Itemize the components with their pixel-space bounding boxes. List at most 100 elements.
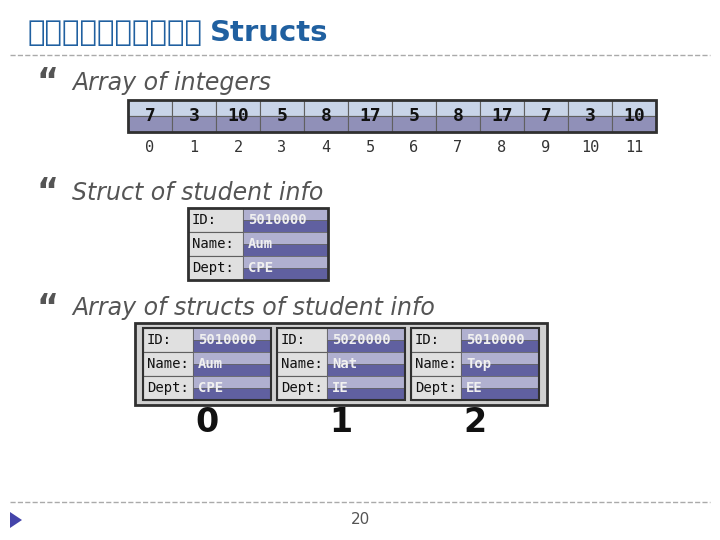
Bar [193, 388, 271, 400]
Text: Name:: Name: [147, 357, 189, 371]
Bar [128, 116, 172, 132]
Text: 4: 4 [321, 140, 330, 156]
Text: EE: EE [466, 381, 482, 395]
Bar [216, 100, 260, 116]
Bar [411, 328, 539, 400]
Bar [568, 116, 612, 132]
Bar [216, 116, 260, 132]
Text: CPE: CPE [198, 381, 223, 395]
Text: 5020000: 5020000 [332, 333, 391, 347]
Bar [188, 232, 243, 256]
Bar [260, 116, 304, 132]
Bar [461, 388, 539, 400]
Text: 5: 5 [366, 140, 374, 156]
Bar [172, 100, 216, 116]
Bar [612, 116, 656, 132]
Text: “: “ [36, 292, 58, 325]
Bar [327, 340, 405, 352]
Text: 10: 10 [581, 140, 599, 156]
Text: 5010000: 5010000 [198, 333, 256, 347]
Text: Name:: Name: [415, 357, 457, 371]
Bar [304, 116, 348, 132]
Text: Nat: Nat [332, 357, 357, 371]
Bar [277, 328, 405, 400]
Text: Dept:: Dept: [147, 381, 189, 395]
Bar [172, 116, 216, 132]
Bar [348, 100, 392, 116]
Bar [348, 116, 392, 132]
Text: 8: 8 [498, 140, 507, 156]
Text: Aum: Aum [198, 357, 223, 371]
Text: ID:: ID: [147, 333, 172, 347]
Text: “: “ [36, 66, 58, 99]
Text: Array of integers: Array of integers [72, 71, 271, 95]
Bar [277, 376, 327, 400]
Text: Name:: Name: [281, 357, 323, 371]
Bar [327, 376, 405, 388]
Bar [392, 116, 436, 132]
Text: 20: 20 [351, 512, 369, 528]
Text: 3: 3 [189, 107, 199, 125]
Bar [188, 208, 243, 232]
Text: Structs: Structs [210, 19, 328, 47]
Text: 9: 9 [541, 140, 551, 156]
Text: 2: 2 [233, 140, 243, 156]
Text: Name:: Name: [192, 237, 234, 251]
Bar [461, 328, 539, 340]
Text: “: “ [36, 177, 58, 210]
Text: 5010000: 5010000 [248, 213, 307, 227]
Bar [188, 208, 328, 280]
Bar [243, 208, 328, 220]
Bar [304, 100, 348, 116]
Text: ID:: ID: [192, 213, 217, 227]
Bar [193, 364, 271, 376]
Text: 7: 7 [454, 140, 462, 156]
Bar [327, 352, 405, 364]
Text: 2: 2 [464, 406, 487, 438]
Text: Dept:: Dept: [192, 261, 234, 275]
Bar [524, 100, 568, 116]
Text: 0: 0 [195, 406, 219, 438]
Bar [411, 352, 461, 376]
Bar [327, 388, 405, 400]
Text: 8: 8 [453, 107, 464, 125]
Text: 7: 7 [541, 107, 552, 125]
Bar [143, 328, 193, 352]
Bar [188, 256, 243, 280]
Bar [243, 220, 328, 232]
Bar [436, 116, 480, 132]
Text: 11: 11 [625, 140, 643, 156]
Bar [143, 352, 193, 376]
Bar [524, 116, 568, 132]
Text: 5: 5 [276, 107, 287, 125]
Bar [480, 100, 524, 116]
Text: IE: IE [332, 381, 348, 395]
Bar [277, 352, 327, 376]
Bar [143, 376, 193, 400]
Bar [327, 328, 405, 340]
Bar [461, 352, 539, 364]
Text: 5: 5 [408, 107, 420, 125]
Bar [411, 376, 461, 400]
Bar [461, 376, 539, 388]
Bar [461, 364, 539, 376]
Text: Dept:: Dept: [281, 381, 323, 395]
Text: Top: Top [466, 357, 491, 371]
Text: 8: 8 [320, 107, 331, 125]
Text: Dept:: Dept: [415, 381, 457, 395]
Text: 17: 17 [491, 107, 513, 125]
Bar [461, 340, 539, 352]
Bar [243, 232, 328, 244]
Text: 10: 10 [227, 107, 249, 125]
Text: 3: 3 [277, 140, 287, 156]
Bar [411, 328, 461, 352]
Bar [243, 256, 328, 268]
Text: 1: 1 [330, 406, 353, 438]
Bar [193, 328, 271, 340]
Text: CPE: CPE [248, 261, 273, 275]
Text: 7: 7 [145, 107, 156, 125]
Bar [193, 352, 271, 364]
Bar [243, 268, 328, 280]
Text: 0: 0 [145, 140, 155, 156]
Bar [143, 328, 271, 400]
